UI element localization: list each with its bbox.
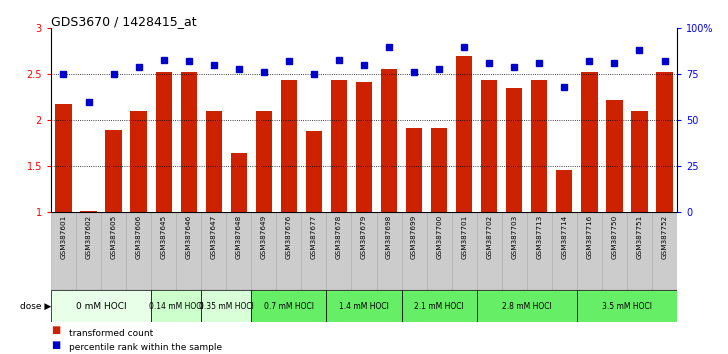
Text: 1.4 mM HOCl: 1.4 mM HOCl — [339, 302, 389, 311]
Text: GSM387713: GSM387713 — [537, 215, 542, 259]
Bar — [277, 212, 301, 290]
Text: transformed count: transformed count — [69, 329, 154, 338]
Text: GSM387750: GSM387750 — [612, 215, 617, 259]
Text: 2.8 mM HOCl: 2.8 mM HOCl — [502, 302, 552, 311]
Text: GSM387700: GSM387700 — [436, 215, 442, 259]
Text: 0.35 mM HOCl: 0.35 mM HOCl — [199, 302, 253, 311]
Bar — [427, 212, 451, 290]
Text: 0.7 mM HOCl: 0.7 mM HOCl — [264, 302, 314, 311]
Bar — [456, 56, 472, 212]
Bar — [451, 212, 477, 290]
Text: GSM387649: GSM387649 — [261, 215, 267, 259]
Text: percentile rank within the sample: percentile rank within the sample — [69, 343, 222, 352]
Text: GSM387679: GSM387679 — [361, 215, 367, 259]
Bar — [80, 211, 97, 212]
Bar — [631, 111, 648, 212]
Text: 0.14 mM HOCl: 0.14 mM HOCl — [149, 302, 204, 311]
Bar — [176, 212, 201, 290]
Text: GSM387702: GSM387702 — [486, 215, 492, 259]
Text: GSM387677: GSM387677 — [311, 215, 317, 259]
Bar — [556, 170, 572, 212]
Text: 3.5 mM HOCl: 3.5 mM HOCl — [602, 302, 652, 311]
Bar — [151, 212, 176, 290]
Bar — [101, 212, 126, 290]
Bar — [527, 212, 552, 290]
Text: dose ▶: dose ▶ — [20, 302, 51, 311]
Text: GSM387606: GSM387606 — [135, 215, 142, 259]
Bar — [627, 212, 652, 290]
Bar — [331, 80, 347, 212]
Bar — [577, 290, 677, 322]
Bar — [51, 212, 76, 290]
Text: GSM387703: GSM387703 — [511, 215, 518, 259]
Text: 2.1 mM HOCl: 2.1 mM HOCl — [414, 302, 464, 311]
Text: GDS3670 / 1428415_at: GDS3670 / 1428415_at — [51, 15, 197, 28]
Text: GSM387647: GSM387647 — [210, 215, 217, 259]
Bar — [352, 212, 376, 290]
Text: GSM387646: GSM387646 — [186, 215, 191, 259]
Bar — [201, 290, 251, 322]
Text: 0 mM HOCl: 0 mM HOCl — [76, 302, 127, 311]
Bar — [201, 212, 226, 290]
Text: GSM387752: GSM387752 — [662, 215, 668, 259]
Text: GSM387716: GSM387716 — [586, 215, 593, 259]
Bar — [577, 212, 602, 290]
Bar — [55, 104, 71, 212]
Text: ■: ■ — [51, 325, 60, 335]
Text: GSM387698: GSM387698 — [386, 215, 392, 259]
Bar — [251, 212, 277, 290]
Bar — [477, 212, 502, 290]
Bar — [356, 82, 372, 212]
Text: GSM387678: GSM387678 — [336, 215, 342, 259]
Text: GSM387648: GSM387648 — [236, 215, 242, 259]
Bar — [581, 73, 598, 212]
Bar — [326, 290, 402, 322]
Bar — [406, 128, 422, 212]
Bar — [301, 212, 326, 290]
Bar — [205, 111, 222, 212]
Bar — [51, 290, 151, 322]
Bar — [502, 212, 527, 290]
Bar — [76, 212, 101, 290]
Text: GSM387601: GSM387601 — [60, 215, 66, 259]
Text: GSM387676: GSM387676 — [286, 215, 292, 259]
Bar — [326, 212, 352, 290]
Bar — [477, 290, 577, 322]
Bar — [552, 212, 577, 290]
Bar — [402, 290, 477, 322]
Text: GSM387714: GSM387714 — [561, 215, 567, 259]
Bar — [130, 111, 147, 212]
Bar — [481, 80, 497, 212]
Text: GSM387701: GSM387701 — [461, 215, 467, 259]
Bar — [156, 73, 172, 212]
Bar — [181, 73, 197, 212]
Bar — [402, 212, 427, 290]
Bar — [506, 88, 523, 212]
Bar — [281, 80, 297, 212]
Bar — [602, 212, 627, 290]
Bar — [231, 153, 247, 212]
Bar — [606, 100, 622, 212]
Text: GSM387645: GSM387645 — [161, 215, 167, 259]
Bar — [381, 69, 397, 212]
Text: ■: ■ — [51, 339, 60, 350]
Bar — [106, 130, 122, 212]
Bar — [251, 290, 326, 322]
Bar — [376, 212, 402, 290]
Bar — [151, 290, 201, 322]
Text: GSM387605: GSM387605 — [111, 215, 116, 259]
Text: GSM387602: GSM387602 — [85, 215, 92, 259]
Bar — [256, 111, 272, 212]
Bar — [226, 212, 251, 290]
Bar — [306, 131, 322, 212]
Text: GSM387751: GSM387751 — [636, 215, 643, 259]
Bar — [652, 212, 677, 290]
Bar — [126, 212, 151, 290]
Bar — [531, 80, 547, 212]
Bar — [431, 128, 447, 212]
Text: GSM387699: GSM387699 — [411, 215, 417, 259]
Bar — [657, 73, 673, 212]
